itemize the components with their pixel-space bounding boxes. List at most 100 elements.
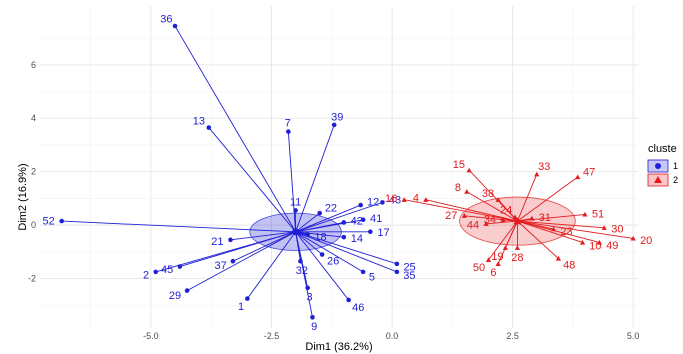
point-label-14: 14	[351, 233, 363, 245]
point-19	[502, 245, 508, 250]
point-label-3: 3	[306, 292, 312, 304]
point-15	[466, 167, 472, 173]
segment-19	[504, 220, 518, 249]
segment-20	[517, 220, 634, 239]
point-label-4: 4	[413, 193, 419, 205]
segment-48	[517, 220, 559, 259]
segment-43	[295, 201, 383, 233]
y-tick-label: 4	[31, 113, 36, 123]
point-label-25: 25	[403, 262, 415, 274]
point-10	[579, 239, 586, 245]
point-label-38: 38	[482, 188, 494, 200]
grid	[40, 6, 638, 328]
segment-25	[295, 231, 398, 265]
point-label-9: 9	[311, 321, 317, 333]
point-30	[601, 225, 607, 230]
point-48	[555, 255, 562, 261]
point-24	[512, 214, 518, 220]
point-label-7: 7	[285, 118, 291, 130]
segment-13	[208, 127, 296, 233]
point-label-45: 45	[161, 264, 173, 276]
plot-panel	[40, 6, 638, 328]
segment-7	[287, 131, 297, 232]
segment-50	[488, 220, 518, 261]
point-51	[582, 211, 588, 217]
point-34	[500, 217, 506, 222]
legend-marker-1	[655, 163, 661, 169]
point-14	[341, 234, 347, 240]
point-41	[360, 217, 366, 223]
y-tick-label: 2	[31, 167, 36, 177]
y-axis-ticks: -2 0 2 4 6	[28, 60, 36, 284]
point-25	[394, 261, 400, 267]
segment-36	[174, 25, 296, 233]
point-46	[346, 297, 351, 303]
point-50	[485, 257, 492, 262]
point-label-15: 15	[453, 159, 465, 171]
data-points	[59, 23, 636, 320]
segment-51	[517, 213, 585, 222]
y-tick-label: 0	[31, 220, 36, 230]
legend-marker-2	[654, 176, 662, 183]
segment-29	[186, 231, 296, 291]
point-label-35: 35	[403, 270, 415, 282]
point-label-42: 42	[351, 216, 363, 228]
point-27	[461, 213, 467, 218]
centroid-segments	[61, 25, 634, 318]
point-29	[184, 288, 190, 293]
point-1	[245, 296, 250, 301]
point-44	[483, 221, 489, 226]
x-axis-title: Dim1 (36.2%)	[305, 341, 372, 353]
x-axis-ticks: -5.0 -2.5 0.0 2.5 5.0	[143, 331, 639, 341]
point-16	[401, 197, 407, 202]
point-label-6: 6	[490, 267, 496, 279]
legend-title: cluste	[648, 143, 677, 155]
point-label-43: 43	[389, 195, 401, 207]
segment-44	[486, 220, 518, 225]
point-21	[228, 237, 233, 243]
point-label-29: 29	[169, 290, 181, 302]
point-label-48: 48	[563, 260, 575, 272]
point-label-2: 2	[143, 269, 149, 281]
segment-45	[179, 231, 296, 267]
point-label-20: 20	[640, 235, 652, 247]
point-42	[341, 220, 347, 225]
x-tick-label: 5.0	[627, 331, 640, 341]
point-label-46: 46	[352, 302, 364, 314]
point-13	[206, 125, 212, 130]
point-label-30: 30	[611, 223, 623, 235]
segment-42	[295, 222, 344, 233]
segment-5	[295, 231, 364, 273]
point-2	[153, 269, 159, 275]
point-32	[298, 258, 303, 264]
point-9	[310, 315, 315, 320]
segment-46	[295, 231, 350, 301]
segment-10	[517, 220, 583, 243]
point-label-28: 28	[511, 252, 523, 264]
point-label-11: 11	[290, 196, 301, 208]
point-label-39: 39	[331, 111, 343, 123]
segment-35	[295, 231, 398, 273]
point-31	[529, 215, 535, 221]
legend: cluste 1 2	[647, 143, 678, 187]
segment-32	[295, 231, 301, 262]
point-label-41: 41	[370, 213, 382, 225]
point-label-5: 5	[369, 271, 375, 283]
segment-47	[517, 176, 578, 222]
point-label-50: 50	[473, 262, 485, 274]
x-tick-label: -5.0	[143, 331, 159, 341]
point-38	[495, 197, 501, 202]
point-5	[360, 269, 366, 275]
point-43	[380, 200, 385, 205]
legend-label-2: 2	[673, 175, 678, 185]
point-49	[596, 239, 603, 245]
point-label-13: 13	[193, 116, 205, 128]
point-label-1: 1	[238, 301, 244, 313]
point-label-8: 8	[455, 182, 461, 194]
point-label-33: 33	[538, 161, 550, 173]
point-26	[319, 252, 325, 257]
cluster-1-centroid	[292, 228, 300, 236]
segment-37	[232, 231, 296, 262]
segment-4	[425, 199, 518, 222]
x-tick-label: 2.5	[506, 331, 519, 341]
